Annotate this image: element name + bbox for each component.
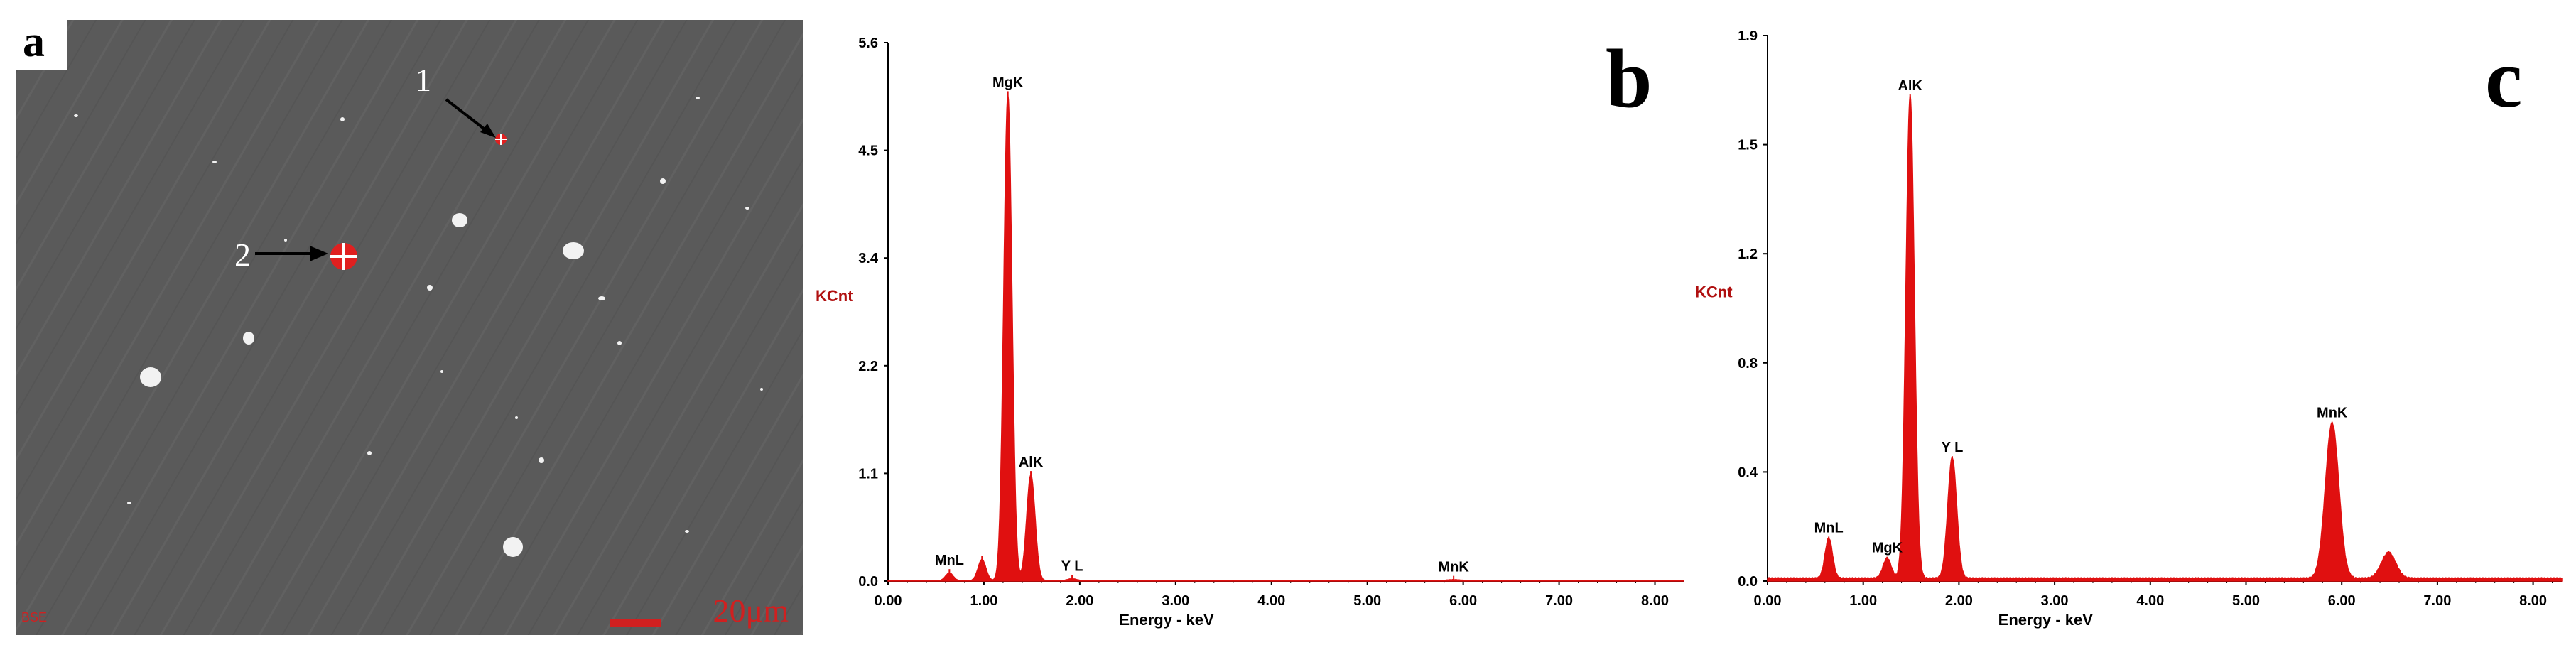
y-tick-label: 4.5 <box>858 143 878 159</box>
y-tick-label: 0.8 <box>1738 356 1758 372</box>
x-tick-label: 0.00 <box>1754 593 1782 609</box>
peak-label: Y L <box>1061 558 1083 574</box>
peak-label: Y L <box>1942 440 1964 455</box>
x-tick-label: 2.00 <box>1066 593 1093 609</box>
x-tick-label: 6.00 <box>1449 593 1477 609</box>
y-tick-label: 0.4 <box>1738 465 1758 480</box>
marker-1-label: 1 <box>415 62 431 98</box>
peak-label: MgK <box>1872 541 1903 556</box>
scale-bar <box>610 619 661 627</box>
marker-1 <box>445 98 507 145</box>
x-tick-label: 2.00 <box>1945 593 1973 609</box>
sem-background <box>16 20 803 635</box>
panel-letter-a: a <box>16 20 67 70</box>
spectrum-series <box>887 94 1684 582</box>
sem-image-panel: a 1 2 BSE 20μm <box>16 20 803 635</box>
y-tick-label: 5.6 <box>858 36 878 51</box>
detector-label: BSE <box>21 610 48 624</box>
peak-label: MnK <box>2317 406 2348 421</box>
spectrum-series <box>1767 94 2563 582</box>
sem-micrograph <box>16 20 803 635</box>
x-tick-label: 8.00 <box>2519 593 2547 609</box>
peak-label: MnL <box>1814 520 1844 536</box>
y-tick-label: 1.9 <box>1738 28 1758 44</box>
x-tick-label: 5.00 <box>1353 593 1381 609</box>
x-tick-label: 7.00 <box>1545 593 1573 609</box>
peak-label: MnK <box>1438 560 1469 575</box>
y-tick-label: 1.5 <box>1738 138 1758 153</box>
x-tick-label: 5.00 <box>2232 593 2260 609</box>
peak-label: MgK <box>992 75 1024 90</box>
y-axis-label: KCnt <box>816 287 853 305</box>
peak-label: AlK <box>1019 455 1044 470</box>
x-axis-label: Energy - keV <box>1998 611 2094 629</box>
chart-b-plot: 0.0 1.1 2.2 3.4 4.5 5.6 0.00 1.00 2.00 3.00 4.00 5.… <box>816 36 1684 629</box>
y-axis-label: KCnt <box>1695 283 1733 301</box>
y-tick-label: 2.2 <box>858 359 878 374</box>
x-tick-label: 7.00 <box>2423 593 2451 609</box>
marker-2 <box>255 243 357 270</box>
x-tick-label: 8.00 <box>1641 593 1669 609</box>
eds-spectrum-c: c 0.0 0.4 0.8 1.2 1.5 1.9 0.00 1.00 2.00 3.00 4.00… <box>1695 28 2563 629</box>
x-tick-label: 3.00 <box>1162 593 1189 609</box>
chart-c-plot: 0.0 0.4 0.8 1.2 1.5 1.9 0.00 1.00 2.00 3.00 4.00 5.… <box>1695 28 2563 629</box>
x-axis-label: Energy - keV <box>1119 611 1214 629</box>
eds-spectrum-b: b 0.0 1.1 2.2 3.4 4.5 5.6 0.00 1.00 2.00 3.00 4.00… <box>816 32 1684 629</box>
scale-bar-label: 20μm <box>713 592 789 629</box>
y-tick-label: 1.2 <box>1738 246 1758 262</box>
x-tick-label: 6.00 <box>2328 593 2356 609</box>
x-tick-label: 3.00 <box>2041 593 2069 609</box>
x-tick-label: 1.00 <box>970 593 997 609</box>
y-tick-label: 0.0 <box>858 574 878 590</box>
peak-label: MnL <box>935 553 964 568</box>
peak-label: AlK <box>1898 78 1922 94</box>
x-tick-label: 1.00 <box>1849 593 1877 609</box>
y-tick-label: 0.0 <box>1738 574 1758 590</box>
marker-2-label: 2 <box>234 237 251 273</box>
y-tick-label: 1.1 <box>858 466 878 482</box>
panel-letter-c: c <box>2485 32 2522 125</box>
x-tick-label: 4.00 <box>2136 593 2164 609</box>
y-tick-label: 3.4 <box>858 251 879 266</box>
panel-letter-b: b <box>1606 32 1652 125</box>
x-tick-label: 4.00 <box>1257 593 1285 609</box>
x-tick-label: 0.00 <box>875 593 902 609</box>
sem-particles <box>74 97 763 557</box>
